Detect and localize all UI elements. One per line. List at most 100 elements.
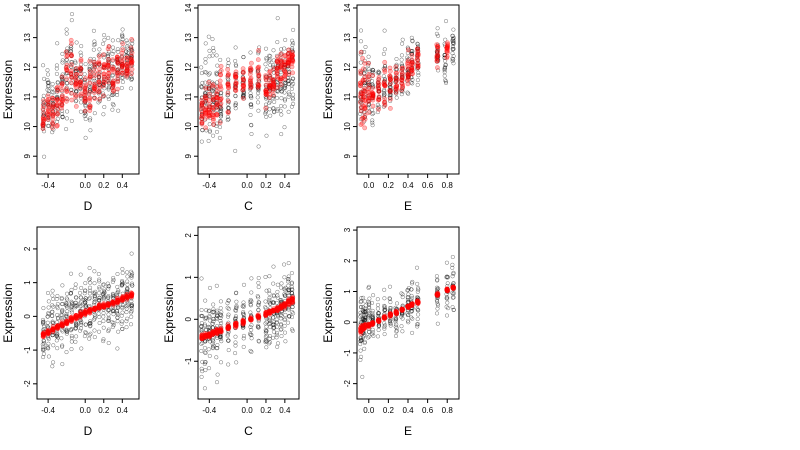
- observed-point: [256, 51, 261, 56]
- fitted-point: [278, 303, 284, 308]
- fitted-point: [202, 334, 208, 340]
- fitted-point: [282, 69, 288, 74]
- observed-point: [442, 65, 448, 71]
- fitted-point: [69, 53, 74, 59]
- fitted-point: [360, 326, 366, 332]
- observed-point: [394, 56, 399, 62]
- fitted-point: [282, 302, 288, 308]
- observed-point: [88, 331, 93, 336]
- observed-point: [64, 320, 69, 325]
- observed-point: [274, 324, 279, 329]
- observed-point: [415, 324, 420, 329]
- fitted-point: [366, 93, 372, 99]
- fitted-point: [405, 304, 411, 310]
- fitted-point: [54, 111, 60, 116]
- fitted-point: [233, 80, 239, 85]
- observed-point: [69, 303, 74, 308]
- observed-point: [46, 346, 51, 351]
- fitted-point: [105, 62, 111, 68]
- observed-point: [241, 333, 247, 338]
- fitted-point: [199, 333, 205, 339]
- fitted-point: [199, 102, 205, 108]
- fitted-point: [77, 312, 83, 318]
- observed-point: [394, 62, 399, 67]
- observed-point: [102, 290, 107, 295]
- observed-point: [450, 51, 455, 56]
- observed-point: [65, 329, 70, 334]
- fitted-point: [214, 331, 220, 337]
- observed-point: [46, 331, 51, 336]
- observed-point: [92, 294, 98, 299]
- observed-point: [394, 301, 400, 306]
- observed-point: [207, 313, 212, 319]
- fitted-point: [362, 60, 368, 66]
- fitted-point: [232, 85, 238, 91]
- observed-point: [257, 45, 262, 50]
- observed-point: [274, 330, 280, 335]
- fitted-point: [218, 328, 224, 334]
- observed-point: [416, 308, 421, 313]
- fitted-point: [399, 71, 405, 76]
- observed-point: [241, 300, 246, 305]
- fitted-point: [115, 297, 120, 303]
- observed-point: [203, 350, 208, 355]
- observed-point: [445, 275, 450, 280]
- fitted-point: [357, 329, 363, 334]
- observed-point: [73, 315, 78, 320]
- observed-point: [435, 321, 440, 326]
- fitted-point: [45, 111, 50, 116]
- fitted-point: [120, 294, 126, 300]
- fitted-point: [119, 64, 125, 69]
- observed-point: [274, 335, 279, 340]
- observed-point: [400, 312, 405, 317]
- observed-point: [115, 315, 120, 320]
- fitted-point: [285, 301, 291, 307]
- fitted-point: [101, 304, 107, 309]
- observed-point: [382, 332, 387, 337]
- fitted-point: [96, 301, 102, 307]
- fitted-point: [278, 303, 284, 309]
- fitted-point: [68, 317, 74, 323]
- observed-point: [50, 314, 55, 319]
- fitted-point: [73, 313, 79, 318]
- observed-point: [256, 108, 261, 113]
- observed-point: [69, 12, 75, 17]
- observed-point: [129, 299, 134, 304]
- fitted-point: [415, 300, 421, 306]
- observed-point: [272, 83, 277, 88]
- observed-point: [124, 68, 129, 74]
- fitted-point: [263, 311, 269, 317]
- fitted-point: [226, 325, 231, 330]
- observed-point: [362, 85, 367, 90]
- observed-point: [290, 55, 295, 60]
- observed-point: [381, 314, 387, 319]
- observed-point: [203, 91, 208, 96]
- fitted-point: [409, 302, 415, 308]
- fitted-point: [55, 326, 61, 331]
- fitted-point: [445, 44, 450, 50]
- fitted-point: [409, 302, 415, 308]
- observed-point: [97, 306, 102, 311]
- fitted-point: [255, 65, 261, 71]
- fitted-point: [225, 326, 231, 332]
- observed-point: [40, 126, 45, 131]
- observed-point: [263, 329, 269, 334]
- observed-point: [388, 300, 393, 305]
- fitted-point: [444, 55, 450, 61]
- fitted-point: [78, 312, 84, 318]
- fitted-point: [369, 320, 375, 325]
- observed-point: [125, 54, 130, 59]
- observed-point: [226, 117, 231, 122]
- observed-point: [434, 285, 440, 290]
- fitted-point: [434, 58, 440, 64]
- observed-point: [387, 93, 392, 98]
- fitted-point: [399, 65, 405, 71]
- observed-point: [267, 333, 273, 339]
- observed-point: [97, 96, 102, 101]
- observed-point: [199, 95, 205, 100]
- observed-point: [272, 325, 277, 330]
- observed-point: [405, 45, 410, 50]
- fitted-point: [393, 308, 399, 314]
- fitted-point: [409, 301, 415, 307]
- fitted-point: [240, 83, 246, 89]
